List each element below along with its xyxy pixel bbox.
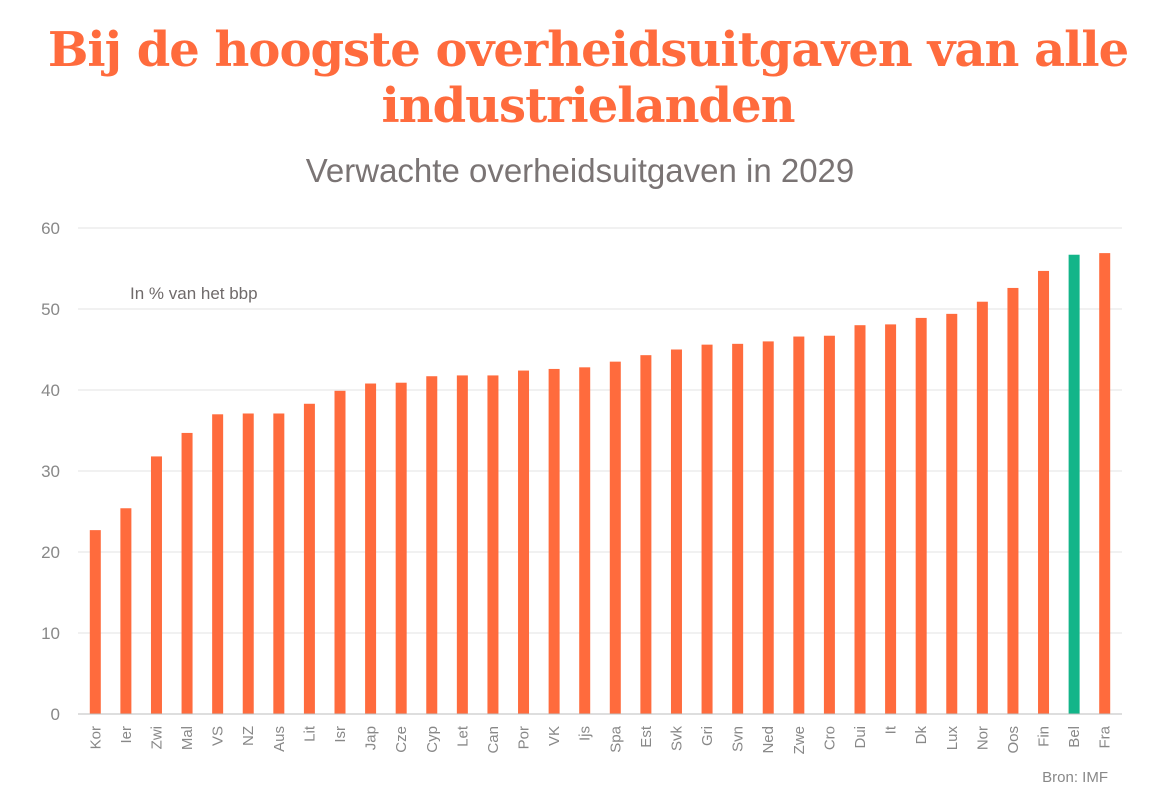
x-tick-label: Nor — [974, 726, 991, 750]
x-tick-label: Aus — [271, 726, 288, 752]
bar-lit — [303, 403, 315, 714]
x-tick-label: VS — [210, 726, 227, 746]
x-tick-label: Fra — [1097, 725, 1114, 748]
x-tick-label: Lit — [301, 725, 318, 742]
bar-isr — [334, 390, 346, 714]
y-tick-label: 20 — [41, 543, 60, 562]
bar-cyp — [426, 376, 438, 714]
bar-zwe — [793, 336, 805, 714]
x-tick-label: Oos — [1005, 726, 1022, 754]
x-tick-label: It — [883, 725, 900, 734]
bar-dk — [915, 317, 927, 714]
x-tick-label: Gri — [699, 726, 716, 746]
x-tick-label: Spa — [607, 725, 624, 752]
x-tick-label: Isr — [332, 726, 349, 743]
x-tick-label: Jap — [363, 726, 380, 750]
x-tick-label: Can — [485, 726, 502, 754]
bar-zwi — [150, 456, 162, 714]
x-tick-label: Ijs — [577, 726, 594, 741]
bar-it — [885, 324, 897, 714]
bar-lux — [946, 313, 958, 714]
bar-nor — [976, 301, 988, 714]
bar-ijs — [579, 367, 591, 714]
y-tick-label: 60 — [41, 219, 60, 238]
bar-cro — [823, 335, 835, 714]
unit-annotation: In % van het bbp — [130, 284, 258, 303]
bar-can — [487, 375, 499, 714]
y-axis-ticks: 0 10 20 30 40 50 60 — [41, 219, 60, 724]
x-tick-label: Svk — [668, 726, 685, 752]
bar-ned — [762, 341, 774, 714]
x-axis-labels: Kor Ier Zwi Mal VS NZ Aus Lit Isr Jap Cze Cyp Let Can… — [87, 725, 1113, 754]
bar-svk — [670, 349, 682, 714]
x-tick-label: Cze — [393, 726, 410, 753]
bar-fra — [1099, 253, 1111, 715]
x-tick-label: Ned — [760, 726, 777, 754]
bar-est — [640, 355, 652, 714]
bar-jap — [365, 383, 377, 714]
y-tick-label: 50 — [41, 300, 60, 319]
x-tick-label: Svn — [730, 726, 747, 752]
y-tick-label: 30 — [41, 462, 60, 481]
x-tick-label: Est — [638, 725, 655, 748]
x-tick-label: Zwe — [791, 726, 808, 754]
x-tick-label: Por — [516, 726, 533, 749]
x-tick-label: Bel — [1066, 726, 1083, 748]
bar-por — [518, 370, 530, 714]
bar-kor — [89, 530, 101, 714]
bar-svn — [732, 343, 744, 714]
bar-bel — [1068, 254, 1080, 715]
x-tick-label: Dk — [913, 726, 930, 745]
source-note: Bron: IMF — [1042, 769, 1108, 786]
bar-vs — [212, 414, 224, 714]
chart-title: Bij de hoogste overheidsuitgaven van all… — [47, 22, 1129, 134]
bar-nz — [242, 413, 254, 714]
bar-oos — [1007, 287, 1019, 714]
bar-let — [456, 375, 468, 714]
bar-fin — [1038, 270, 1050, 714]
bar-ier — [120, 508, 132, 714]
y-tick-label: 10 — [41, 624, 60, 643]
y-tick-label: 0 — [51, 705, 60, 724]
x-tick-label: Cro — [821, 726, 838, 750]
x-tick-label: Zwi — [148, 726, 165, 749]
x-tick-label: Dui — [852, 726, 869, 749]
bars — [89, 253, 1111, 715]
bar-gri — [701, 344, 713, 714]
bar-dui — [854, 325, 866, 714]
bar-cze — [395, 382, 407, 714]
x-tick-label: Mal — [179, 726, 196, 750]
bar-aus — [273, 413, 285, 714]
bar-mal — [181, 432, 193, 714]
x-tick-label: Fin — [1036, 726, 1053, 747]
y-tick-label: 40 — [41, 381, 60, 400]
bar-spa — [609, 361, 621, 714]
x-tick-label: Ier — [118, 726, 135, 744]
x-tick-label: Cyp — [424, 726, 441, 753]
bar-vk — [548, 368, 560, 714]
x-tick-label: Let — [454, 725, 471, 747]
x-tick-label: Kor — [87, 726, 104, 749]
x-tick-label: Lux — [944, 726, 961, 751]
x-tick-label: NZ — [240, 726, 257, 746]
chart-subtitle: Verwachte overheidsuitgaven in 2029 — [305, 152, 855, 189]
x-tick-label: VK — [546, 726, 563, 746]
